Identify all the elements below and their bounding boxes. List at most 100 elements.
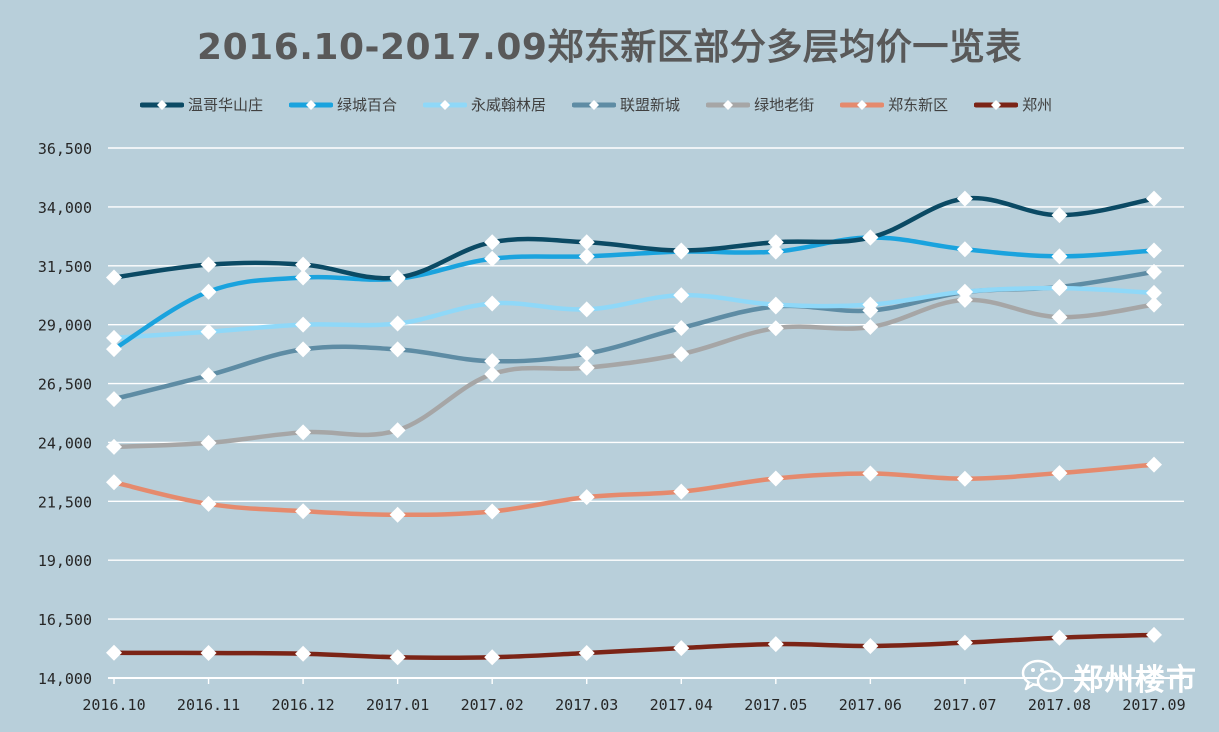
data-point [673, 319, 690, 336]
data-point [578, 301, 595, 318]
y-tick-label: 19,000 [38, 552, 92, 570]
data-point [1146, 626, 1162, 643]
data-point [673, 640, 690, 657]
data-point [484, 649, 501, 666]
data-point [200, 323, 217, 340]
data-point [295, 645, 312, 662]
data-point [106, 438, 122, 455]
data-point [956, 283, 973, 300]
x-tick-label: 2017.01 [366, 696, 429, 714]
data-point [578, 248, 595, 265]
data-point [862, 296, 879, 313]
legend-item-zhengzhou: 郑州 [974, 94, 1052, 115]
data-point [1051, 207, 1068, 224]
legend-item-yongwei: 永威翰林居 [423, 94, 546, 115]
data-point [956, 634, 973, 651]
legend-label: 永威翰林居 [471, 96, 547, 114]
grid-layer [108, 147, 1184, 679]
legend-label: 郑东新区 [888, 96, 949, 114]
data-point [389, 649, 406, 666]
data-point [200, 434, 217, 451]
data-point [956, 470, 973, 487]
data-point [767, 243, 784, 260]
watermark: 郑州楼市 [1021, 655, 1197, 699]
data-point [578, 489, 595, 506]
legend-label: 温哥华山庄 [188, 96, 264, 114]
data-point [106, 474, 122, 491]
x-tick-label: 2017.09 [1122, 696, 1185, 714]
legend-swatch [423, 99, 468, 110]
data-point [200, 367, 217, 384]
data-point [862, 637, 879, 654]
data-point [1146, 296, 1162, 313]
data-point [106, 269, 122, 286]
legend-swatch [974, 99, 1019, 110]
data-point [200, 495, 217, 512]
series-line [111, 285, 1157, 341]
data-point [295, 341, 312, 358]
data-point [578, 359, 595, 376]
data-point [106, 644, 122, 661]
legend-label: 绿城百合 [337, 96, 398, 114]
data-point [956, 190, 973, 207]
data-point [389, 506, 406, 523]
data-point [1146, 263, 1162, 280]
x-tick-label: 2017.08 [1028, 696, 1091, 714]
wechat-icon [1021, 659, 1064, 693]
y-tick-label: 34,000 [38, 199, 92, 217]
data-point [862, 465, 879, 482]
data-point [673, 346, 690, 363]
legend-item-lvdi: 绿地老街 [706, 94, 814, 115]
data-point [484, 503, 501, 520]
data-point [1051, 280, 1068, 297]
data-point [295, 503, 312, 520]
data-point [767, 296, 784, 313]
x-tick-label: 2017.07 [933, 696, 996, 714]
legend-label: 绿地老街 [754, 96, 815, 114]
y-tick-label: 14,000 [38, 670, 92, 688]
data-point [295, 256, 312, 273]
legend-swatch [572, 99, 617, 110]
y-tick-label: 16,500 [38, 611, 92, 629]
data-point [673, 483, 690, 500]
data-point [484, 234, 501, 251]
data-point [1146, 284, 1162, 301]
x-tick-label: 2016.10 [82, 696, 145, 714]
legend-item-lvcheng: 绿城百合 [289, 94, 397, 115]
y-tick-label: 29,000 [38, 317, 92, 335]
axis-layer: 14,000 16,500 19,000 21,500 24,000 26,500 29,0… [38, 140, 1186, 714]
series-line [111, 297, 1157, 450]
data-point [389, 422, 406, 439]
data-point [295, 316, 312, 333]
series-line [111, 235, 1157, 352]
x-tick-label: 2016.12 [271, 696, 334, 714]
legend-item-zhengdong: 郑东新区 [840, 94, 948, 115]
y-tick-label: 21,500 [38, 493, 92, 511]
y-tick-label: 31,500 [38, 258, 92, 276]
data-point [484, 353, 501, 370]
data-point [200, 645, 217, 662]
data-point [295, 269, 312, 286]
y-tick-label: 24,000 [38, 434, 92, 452]
legend-swatch [706, 99, 751, 110]
data-point [767, 234, 784, 251]
legend-label: 联盟新城 [620, 96, 681, 114]
data-point [106, 391, 122, 408]
series-layer [106, 190, 1162, 666]
data-point [389, 315, 406, 332]
x-tick-label: 2016.11 [177, 696, 240, 714]
data-point [862, 319, 879, 336]
data-point [484, 295, 501, 312]
y-tick-label: 26,500 [38, 376, 92, 394]
data-point [1146, 456, 1162, 473]
data-point [106, 341, 122, 358]
data-point [767, 636, 784, 653]
data-point [106, 329, 122, 346]
data-point [767, 470, 784, 487]
legend-swatch [140, 99, 184, 110]
data-point [767, 320, 784, 337]
data-point [578, 345, 595, 362]
data-point [389, 269, 406, 286]
legend-swatch [289, 99, 334, 110]
